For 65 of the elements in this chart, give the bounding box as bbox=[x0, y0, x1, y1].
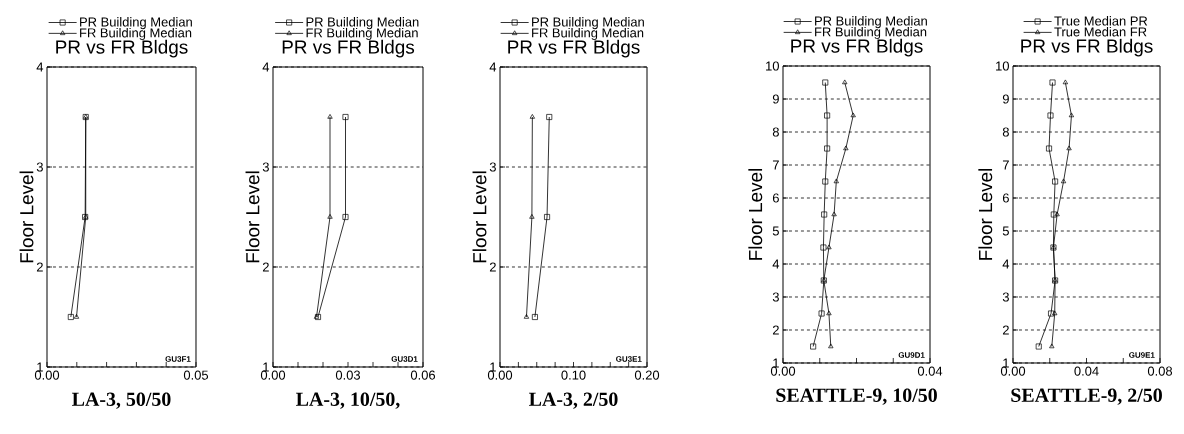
chart-title: PR vs FR Bldgs bbox=[282, 39, 415, 58]
x-tick-label: 0.10 bbox=[561, 370, 586, 380]
y-axis-title: Floor Level bbox=[748, 168, 763, 260]
y-tick-label: 3 bbox=[36, 162, 43, 172]
x-tick-label: 0.05 bbox=[183, 370, 209, 380]
y-tick-label: 4 bbox=[489, 62, 497, 72]
y-tick-label: 4 bbox=[772, 259, 780, 269]
x-tick-label: 0.00 bbox=[260, 370, 286, 380]
y-tick-label: 1 bbox=[490, 362, 496, 372]
legend-label: True Median FR bbox=[1054, 26, 1147, 37]
text: SEATTLE-9, 10/50 bbox=[776, 388, 937, 405]
y-tick-label: 10 bbox=[996, 61, 1009, 71]
x-tick-label: 0.00 bbox=[770, 366, 796, 376]
y-tick-label: 8 bbox=[772, 127, 779, 137]
x-tick-label: 0.20 bbox=[634, 370, 660, 380]
text: LA-3, 50/50 bbox=[72, 392, 171, 409]
text: LA-3, 10/50, bbox=[296, 392, 400, 409]
x-tick-label: 0.00 bbox=[1000, 366, 1026, 376]
y-tick-label: 1 bbox=[1003, 358, 1009, 368]
y-tick-label: 2 bbox=[262, 262, 269, 272]
y-tick-label: 2 bbox=[36, 262, 43, 272]
legend-label: FR Building Median bbox=[532, 27, 644, 40]
y-tick-label: 1 bbox=[773, 358, 779, 368]
y-tick-label: 3 bbox=[262, 162, 269, 172]
legend-label: FR Building Median bbox=[80, 27, 192, 40]
legend-label: True Median PR bbox=[1054, 16, 1148, 26]
y-tick-label: 4 bbox=[262, 62, 270, 72]
chart-title: PR vs FR Bldgs bbox=[508, 39, 640, 58]
chart-title: PR vs FR Bldgs bbox=[791, 38, 923, 57]
x-tick-label: 0.00 bbox=[487, 370, 513, 380]
y-tick-label: 2 bbox=[489, 262, 496, 272]
text: SEATTLE-9, 2/50 bbox=[1011, 388, 1162, 405]
y-tick-label: 1 bbox=[263, 362, 269, 372]
text: LA-3, 2/50 bbox=[529, 392, 618, 409]
y-tick-label: 9 bbox=[772, 94, 779, 104]
y-tick-label: 7 bbox=[1002, 160, 1009, 170]
x-tick-label: 0.08 bbox=[1147, 366, 1173, 376]
y-tick-label: 1 bbox=[37, 362, 43, 372]
y-tick-label: 3 bbox=[489, 162, 496, 172]
y-tick-label: 4 bbox=[1002, 259, 1010, 269]
y-tick-label: 8 bbox=[1002, 127, 1009, 137]
x-tick-label: 0.04 bbox=[917, 366, 943, 376]
x-tick-label: 0.03 bbox=[335, 370, 361, 380]
y-tick-label: 9 bbox=[1002, 94, 1009, 104]
x-tick-label: 0.06 bbox=[410, 370, 436, 380]
chart-title: PR vs FR Bldgs bbox=[1021, 38, 1153, 57]
y-tick-label: 7 bbox=[772, 160, 779, 170]
y-tick-label: 5 bbox=[772, 226, 779, 236]
x-tick-label: 0.04 bbox=[1074, 366, 1099, 376]
y-axis-title: Floor Level bbox=[245, 171, 260, 263]
y-tick-label: 6 bbox=[1002, 193, 1009, 203]
x-tick-label: 0.00 bbox=[34, 370, 60, 380]
y-axis-title: Floor Level bbox=[19, 171, 34, 263]
legend-label: FR Building Median bbox=[306, 27, 418, 40]
y-tick-label: 5 bbox=[1002, 226, 1009, 236]
y-axis-title: Floor Level bbox=[978, 168, 993, 260]
y-tick-label: 3 bbox=[772, 292, 779, 302]
y-tick-label: 6 bbox=[772, 193, 779, 203]
y-tick-label: 2 bbox=[772, 325, 779, 335]
chart-title: PR vs FR Bldgs bbox=[56, 39, 188, 58]
y-tick-label: 2 bbox=[1002, 325, 1009, 335]
y-tick-label: 4 bbox=[36, 62, 44, 72]
y-tick-label: 3 bbox=[1002, 292, 1009, 302]
y-tick-label: 10 bbox=[766, 61, 779, 71]
y-axis-title: Floor Level bbox=[472, 171, 487, 263]
